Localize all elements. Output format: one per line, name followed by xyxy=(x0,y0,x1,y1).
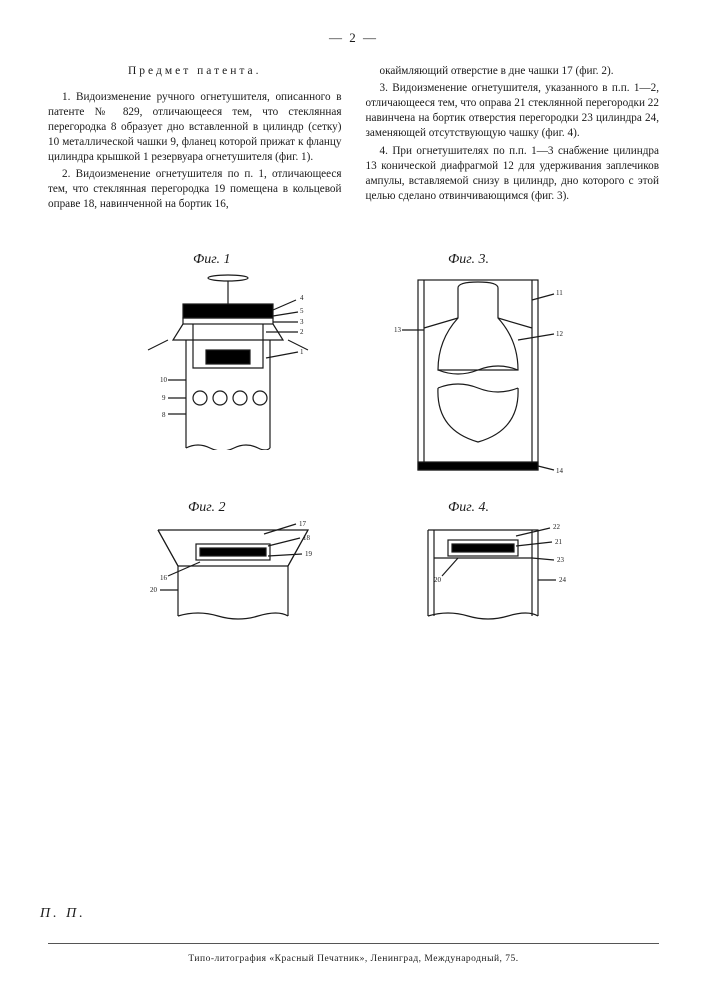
claim-1: 1. Видоизменение ручного огнетушителя, о… xyxy=(48,90,342,166)
fig2-label: Фиг. 2 xyxy=(188,500,226,516)
claim-2-cont: окаймляющий отверстие в дне чашки 17 (фи… xyxy=(366,64,660,79)
fig4-drawing: 22 21 23 24 20 xyxy=(398,520,578,620)
svg-text:13: 13 xyxy=(394,326,402,334)
pp-mark: П. П. xyxy=(40,906,86,922)
svg-text:3: 3 xyxy=(300,318,304,326)
svg-text:20: 20 xyxy=(434,576,442,584)
figures-block: Фиг. 1 xyxy=(48,252,659,692)
svg-text:22: 22 xyxy=(553,523,561,531)
fig1-label: Фиг. 1 xyxy=(193,252,231,268)
svg-text:19: 19 xyxy=(305,550,313,558)
fig2-drawing: 17 18 19 20 16 xyxy=(138,520,328,620)
fig3-label: Фиг. 3. xyxy=(448,252,489,268)
svg-text:8: 8 xyxy=(162,411,166,419)
svg-text:14: 14 xyxy=(556,467,564,475)
section-heading: Предмет патента. xyxy=(48,64,342,80)
column-right: окаймляющий отверстие в дне чашки 17 (фи… xyxy=(366,64,660,214)
svg-text:21: 21 xyxy=(555,538,563,546)
svg-text:18: 18 xyxy=(303,534,311,542)
claim-3: 3. Видоизменение огнетушителя, указанног… xyxy=(366,81,660,141)
column-left: Предмет патента. 1. Видоизменение ручног… xyxy=(48,64,342,214)
svg-text:17: 17 xyxy=(299,520,307,528)
page-number: — 2 — xyxy=(48,30,659,46)
svg-text:9: 9 xyxy=(162,394,166,402)
svg-text:1: 1 xyxy=(300,348,304,356)
svg-text:24: 24 xyxy=(559,576,567,584)
svg-text:20: 20 xyxy=(150,586,158,594)
claim-4: 4. При огнетушителях по п.п. 1—3 снабжен… xyxy=(366,144,660,204)
svg-text:2: 2 xyxy=(300,328,304,336)
fig3-drawing: 13 11 12 14 xyxy=(388,270,578,480)
fig4-label: Фиг. 4. xyxy=(448,500,489,516)
text-columns: Предмет патента. 1. Видоизменение ручног… xyxy=(48,64,659,214)
svg-text:5: 5 xyxy=(300,307,304,315)
bottom-rule xyxy=(48,943,659,944)
svg-text:4: 4 xyxy=(300,294,304,302)
svg-text:23: 23 xyxy=(557,556,565,564)
patent-page: — 2 — Предмет патента. 1. Видоизменение … xyxy=(0,0,707,712)
imprint-line: Типо-литография «Красный Печатник», Лени… xyxy=(0,954,707,964)
fig1-drawing: 4 5 3 2 1 10 9 8 xyxy=(128,270,328,450)
claim-2: 2. Видоизменение огнетушителя по п. 1, о… xyxy=(48,167,342,212)
svg-text:16: 16 xyxy=(160,574,168,582)
svg-text:11: 11 xyxy=(556,289,563,297)
svg-text:10: 10 xyxy=(160,376,168,384)
svg-text:12: 12 xyxy=(556,330,564,338)
